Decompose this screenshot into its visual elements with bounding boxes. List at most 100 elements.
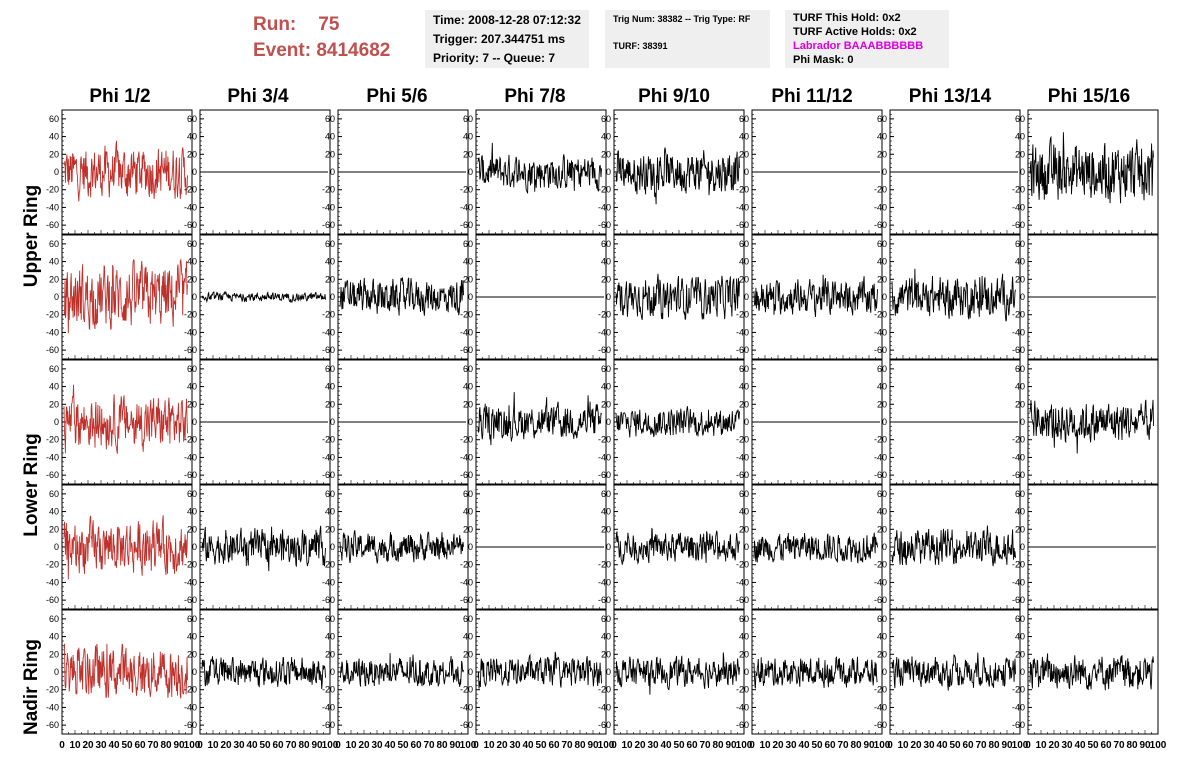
y-tick-label: 40 — [187, 382, 197, 392]
x-tick-label: 70 — [975, 740, 987, 751]
y-tick-label: 0 — [192, 167, 197, 177]
y-tick-label: -40 — [46, 577, 59, 587]
y-tick-label: 0 — [744, 667, 749, 677]
y-tick-label: -40 — [598, 452, 611, 462]
y-tick-label: 0 — [882, 417, 887, 427]
y-tick-label: -40 — [1012, 327, 1025, 337]
event-label: Event: — [253, 40, 312, 61]
y-tick-label: -40 — [322, 452, 335, 462]
y-tick-label: -20 — [874, 435, 887, 445]
waveform-trace — [339, 653, 464, 687]
y-tick-label: 60 — [601, 489, 611, 499]
x-tick-label: 100 — [460, 740, 477, 751]
y-tick-label: 40 — [601, 507, 611, 517]
y-tick-label: 20 — [325, 524, 335, 534]
x-tick-label: 80 — [1126, 740, 1138, 751]
y-tick-label: -60 — [46, 720, 59, 730]
x-tick-label: 20 — [220, 740, 232, 751]
x-tick-label: 40 — [246, 740, 258, 751]
y-tick-label: 20 — [601, 399, 611, 409]
y-tick-label: -20 — [736, 435, 749, 445]
y-tick-label: -60 — [184, 720, 197, 730]
y-tick-label: -60 — [322, 345, 335, 355]
x-tick-label: 20 — [358, 740, 370, 751]
waveform-trace — [63, 258, 188, 334]
waveform-trace — [615, 273, 740, 321]
y-tick-label: -40 — [460, 577, 473, 587]
y-tick-label: -60 — [322, 595, 335, 605]
y-tick-label: 60 — [601, 239, 611, 249]
y-tick-label: -60 — [46, 345, 59, 355]
y-tick-label: 40 — [187, 632, 197, 642]
y-tick-label: 40 — [325, 382, 335, 392]
waveform-trace — [615, 406, 740, 438]
y-tick-label: -60 — [322, 220, 335, 230]
y-tick-label: -20 — [874, 560, 887, 570]
column-header-phi-13-14: Phi 13/14 — [908, 86, 992, 107]
y-tick-label: 60 — [463, 114, 473, 124]
y-tick-label: -40 — [322, 327, 335, 337]
y-tick-label: -20 — [46, 435, 59, 445]
y-tick-label: 40 — [877, 632, 887, 642]
y-tick-label: 60 — [739, 614, 749, 624]
y-tick-label: 60 — [877, 489, 887, 499]
y-tick-label: -40 — [184, 702, 197, 712]
x-tick-label: 10 — [759, 740, 771, 751]
y-tick-label: 20 — [187, 649, 197, 659]
x-tick-label: 90 — [311, 740, 323, 751]
y-tick-label: 60 — [877, 614, 887, 624]
x-tick-label: 30 — [785, 740, 797, 751]
x-tick-label: 40 — [108, 740, 120, 751]
y-tick-label: 20 — [187, 524, 197, 534]
turf-this-hold-text: TURF This Hold: 0x2 — [793, 12, 901, 24]
y-tick-label: -60 — [460, 470, 473, 480]
y-tick-label: -60 — [1012, 595, 1025, 605]
y-tick-label: -20 — [460, 685, 473, 695]
x-tick-label: 60 — [686, 740, 698, 751]
x-tick-label: 60 — [134, 740, 146, 751]
x-tick-label: 90 — [1001, 740, 1013, 751]
y-tick-label: -40 — [1012, 702, 1025, 712]
waveform-trace — [63, 515, 188, 580]
y-tick-label: 40 — [49, 382, 59, 392]
y-tick-label: 40 — [739, 382, 749, 392]
y-tick-label: -60 — [184, 345, 197, 355]
y-tick-label: -60 — [874, 720, 887, 730]
x-tick-label: 10 — [483, 740, 495, 751]
y-tick-label: -20 — [736, 185, 749, 195]
y-tick-label: -60 — [736, 595, 749, 605]
turf-active-holds-text: TURF Active Holds: 0x2 — [793, 26, 917, 38]
y-tick-label: -60 — [184, 595, 197, 605]
x-tick-label: 80 — [298, 740, 310, 751]
y-tick-label: -40 — [874, 327, 887, 337]
x-tick-label: 70 — [561, 740, 573, 751]
trig-num-text: Trig Num: 38382 -- Trig Type: RF — [613, 14, 751, 24]
y-tick-label: -60 — [460, 220, 473, 230]
x-tick-label: 80 — [988, 740, 1000, 751]
y-tick-label: 0 — [744, 542, 749, 552]
y-tick-label: -20 — [322, 560, 335, 570]
y-tick-label: 0 — [330, 667, 335, 677]
y-tick-label: -60 — [1012, 470, 1025, 480]
y-tick-label: 60 — [325, 489, 335, 499]
x-tick-label: 30 — [233, 740, 245, 751]
y-tick-label: 40 — [463, 632, 473, 642]
y-tick-label: 20 — [187, 149, 197, 159]
y-tick-label: 0 — [468, 167, 473, 177]
y-tick-label: -40 — [874, 452, 887, 462]
y-tick-label: 40 — [463, 257, 473, 267]
x-tick-label: 60 — [548, 740, 560, 751]
y-tick-label: -40 — [184, 202, 197, 212]
waveform-trace — [63, 384, 188, 454]
x-tick-label: 100 — [1012, 740, 1029, 751]
y-tick-label: 60 — [49, 489, 59, 499]
x-tick-label: 50 — [1087, 740, 1099, 751]
turf-hold-box: TURF This Hold: 0x2 TURF Active Holds: 0… — [785, 10, 949, 68]
y-tick-label: 60 — [49, 114, 59, 124]
y-tick-label: 60 — [187, 364, 197, 374]
y-tick-label: 0 — [192, 667, 197, 677]
x-tick-label: 50 — [811, 740, 823, 751]
y-tick-label: 40 — [1015, 132, 1025, 142]
x-tick-label: 30 — [923, 740, 935, 751]
x-tick-label: 40 — [936, 740, 948, 751]
